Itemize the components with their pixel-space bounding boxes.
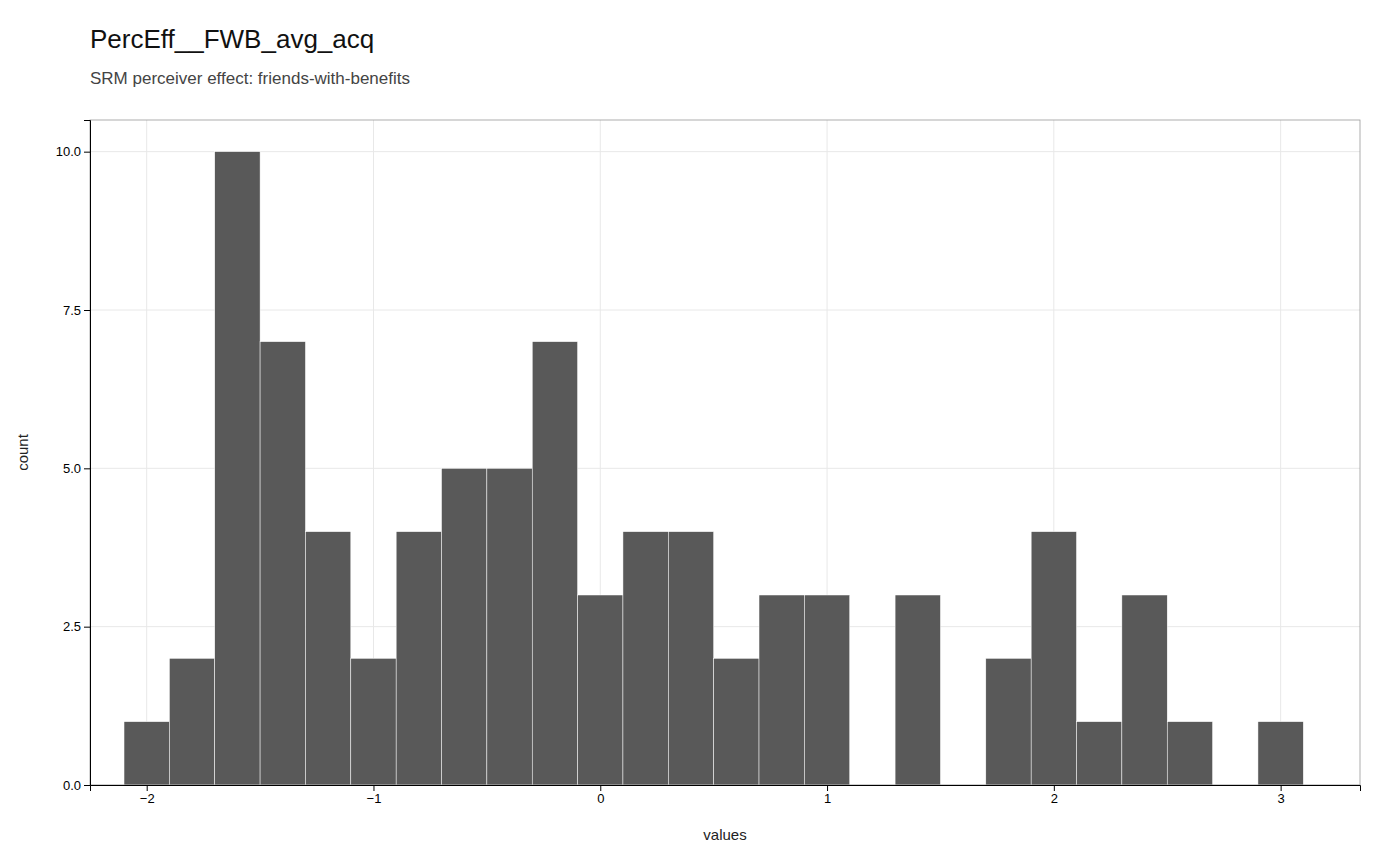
bar	[1122, 595, 1167, 785]
bar	[396, 532, 441, 785]
grid-line	[90, 151, 1360, 152]
tick-label: −1	[367, 791, 382, 806]
grid-line	[1280, 120, 1281, 785]
tick-label: 10.0	[56, 144, 81, 159]
tick-mark	[1054, 785, 1055, 791]
bar	[260, 342, 305, 785]
bar	[169, 658, 214, 785]
tick: −1	[367, 785, 382, 806]
tick-label: 5.0	[63, 461, 81, 476]
chart: −2 −1 0 1 2 3 0.0 2.5 5.0 7.5 10.0 values count PercE…	[0, 0, 1400, 865]
bar	[668, 532, 713, 785]
tick-label: 0.0	[63, 778, 81, 793]
bar	[895, 595, 940, 785]
bar	[986, 658, 1031, 785]
tick-label: 7.5	[63, 303, 81, 318]
bar	[578, 595, 623, 785]
tick: 0	[597, 785, 604, 806]
tick-mark	[84, 310, 90, 311]
tick-mark	[827, 785, 828, 791]
tick: −2	[140, 785, 155, 806]
bar	[442, 468, 487, 785]
tick-label: 2.5	[63, 619, 81, 634]
bar	[1258, 722, 1303, 785]
bar	[305, 532, 350, 785]
bars	[124, 152, 1303, 785]
y-axis-title: count	[14, 433, 31, 471]
tick-label: 0	[597, 791, 604, 806]
tick-mark	[147, 785, 148, 791]
tick: 7.5	[63, 303, 90, 318]
bar	[215, 152, 260, 785]
tick-mark	[84, 152, 90, 153]
tick: 2	[1051, 785, 1058, 806]
tick: 5.0	[63, 461, 90, 476]
bar	[124, 722, 169, 785]
tick-label: 1	[824, 791, 831, 806]
tick: 0.0	[63, 778, 90, 793]
subtitle: SRM perceiver effect: friends-with-benef…	[90, 69, 410, 88]
tick: 3	[1278, 785, 1285, 806]
bar	[714, 658, 759, 785]
tick: 2.5	[63, 619, 90, 634]
plot: −2 −1 0 1 2 3 0.0 2.5 5.0 7.5 10.0	[56, 120, 1361, 806]
bar	[1077, 722, 1122, 785]
bar	[351, 658, 396, 785]
tick-mark	[1281, 785, 1282, 791]
tick-mark	[84, 785, 90, 786]
bar	[532, 342, 577, 785]
tick-mark	[84, 468, 90, 469]
axis-line	[84, 121, 91, 786]
axis-line	[91, 786, 1361, 792]
plot-frame	[90, 120, 1360, 785]
grid-line	[90, 310, 1360, 311]
tick: 10.0	[56, 144, 90, 159]
bar	[759, 595, 804, 785]
tick: 1	[824, 785, 831, 806]
bar	[1167, 722, 1212, 785]
tick-label: −2	[140, 791, 155, 806]
x-axis-title: values	[703, 826, 746, 843]
bar	[623, 532, 668, 785]
tick-mark	[84, 627, 90, 628]
bar	[1031, 532, 1076, 785]
bar	[804, 595, 849, 785]
x-axis: −2 −1 0 1 2 3	[91, 785, 1361, 806]
title: PercEff__FWB_avg_acq	[90, 24, 374, 54]
tick-mark	[600, 785, 601, 791]
tick-label: 2	[1051, 791, 1058, 806]
bar	[487, 468, 532, 785]
tick-label: 3	[1278, 791, 1285, 806]
tick-mark	[373, 785, 374, 791]
grid	[90, 120, 1360, 785]
grid-line	[146, 120, 147, 785]
y-axis: 0.0 2.5 5.0 7.5 10.0	[56, 121, 91, 793]
